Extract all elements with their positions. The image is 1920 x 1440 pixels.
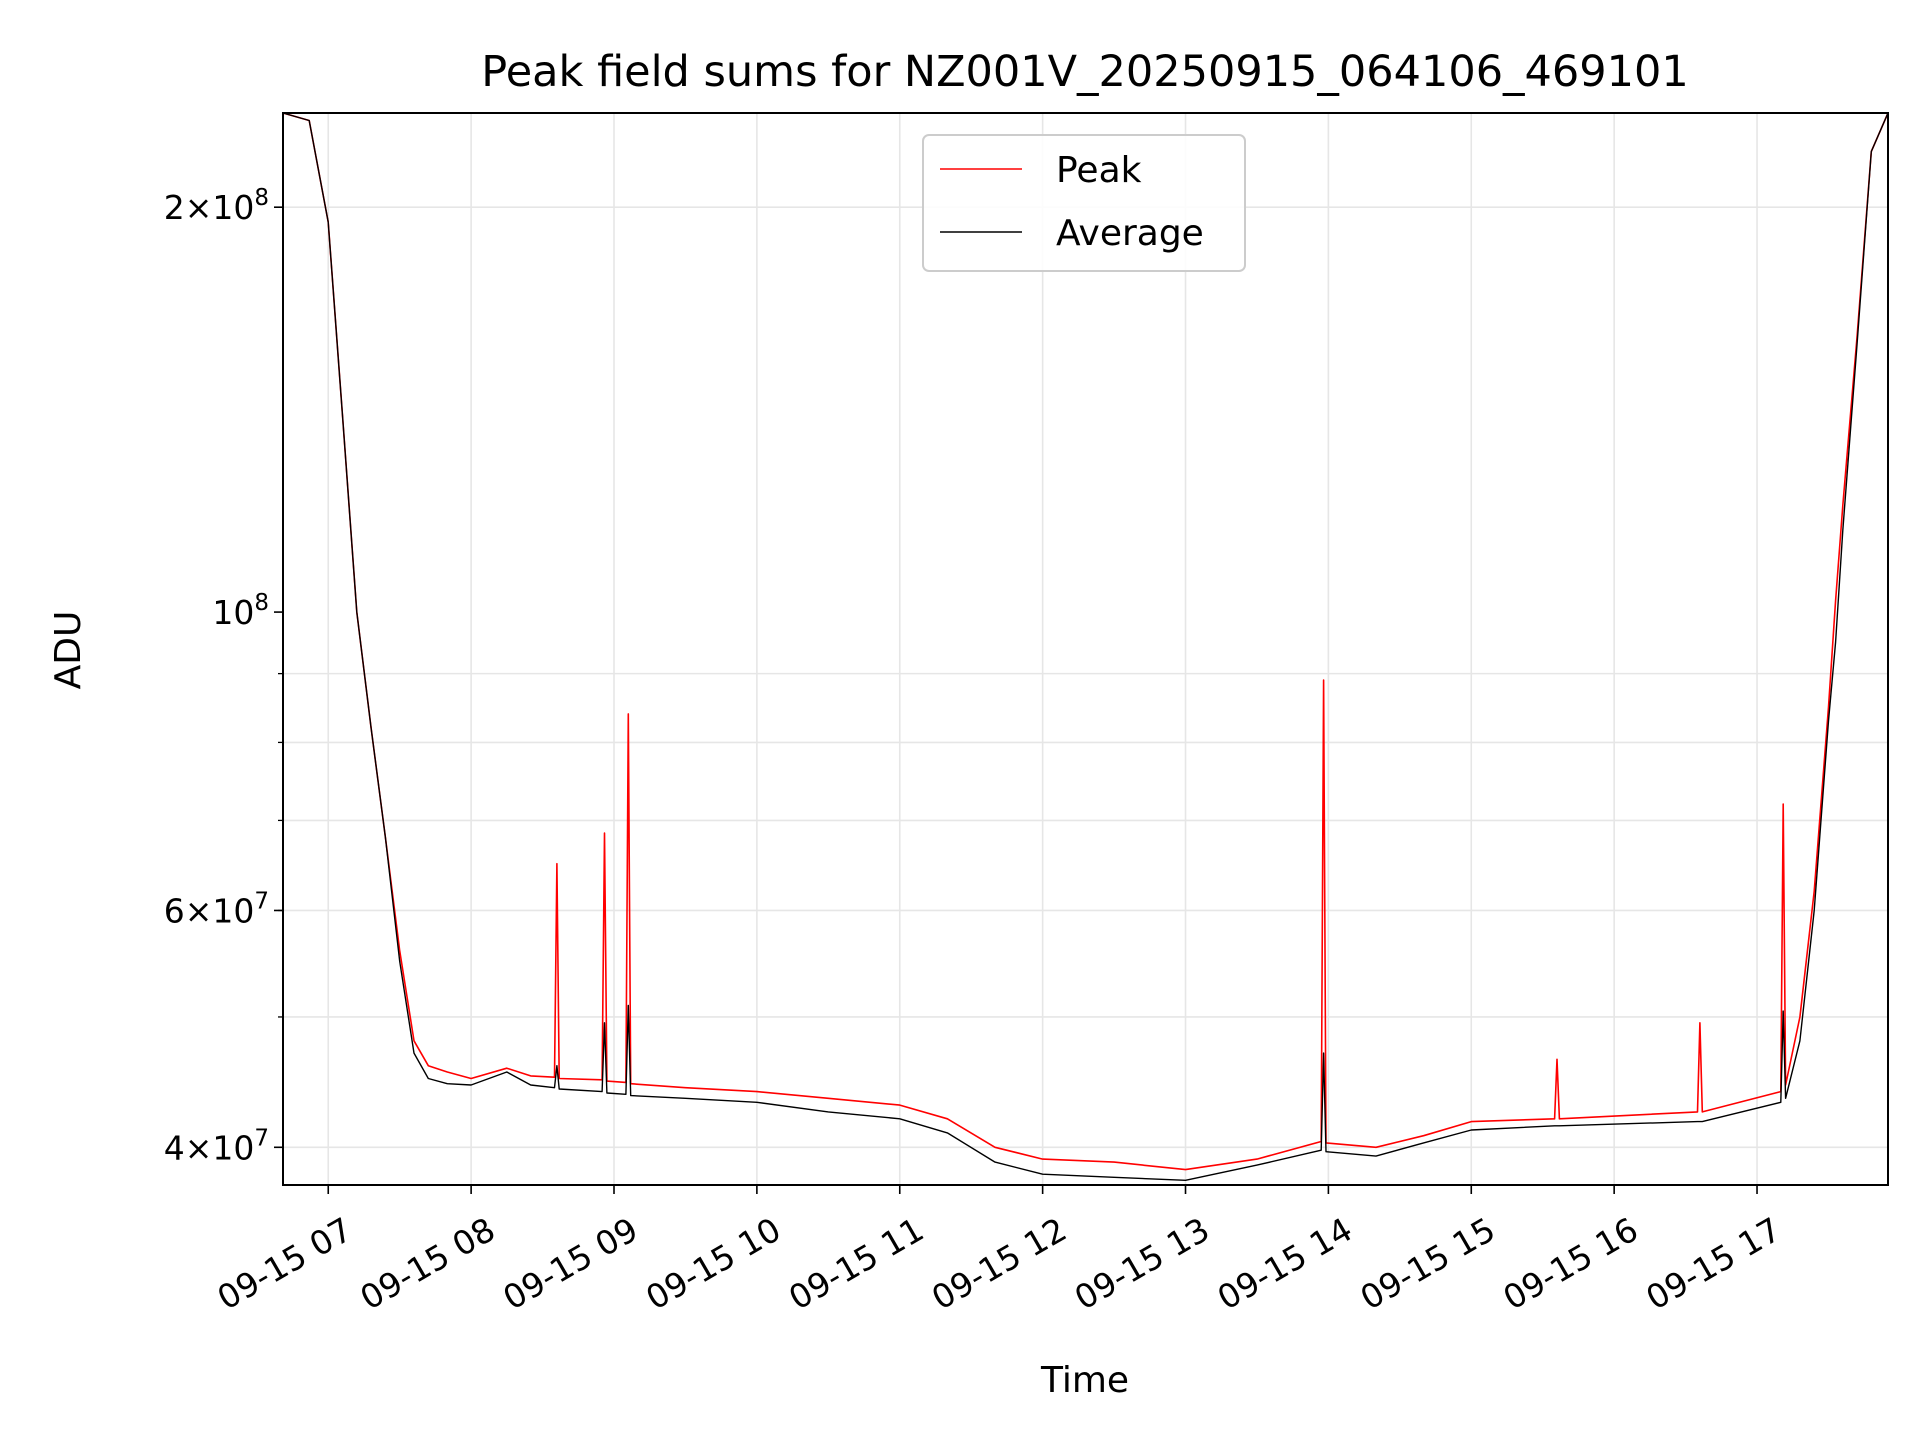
y-tick-label: 4×107 [164, 1125, 269, 1167]
y-axis-ticks: 4×107 6×107 108 2×108 [164, 185, 283, 1167]
y-axis-label: ADU [48, 611, 89, 690]
y-tick-label: 2×108 [164, 185, 269, 227]
y-tick-label: 108 [212, 590, 269, 632]
legend-label-peak: Peak [1056, 150, 1142, 191]
legend: Peak Average [922, 134, 1246, 272]
grid [283, 113, 1888, 1185]
series-line-average [282, 112, 1889, 1182]
y-tick-label: 6×107 [164, 888, 269, 930]
series-layer [282, 112, 1889, 1182]
x-axis-label: Time [1040, 1360, 1129, 1401]
series-line-peak [282, 112, 1889, 1171]
plot-frame [282, 112, 1889, 1186]
chart-title: Peak field sums for NZ001V_20250915_0641… [481, 47, 1688, 97]
legend-label-average: Average [1056, 213, 1204, 254]
